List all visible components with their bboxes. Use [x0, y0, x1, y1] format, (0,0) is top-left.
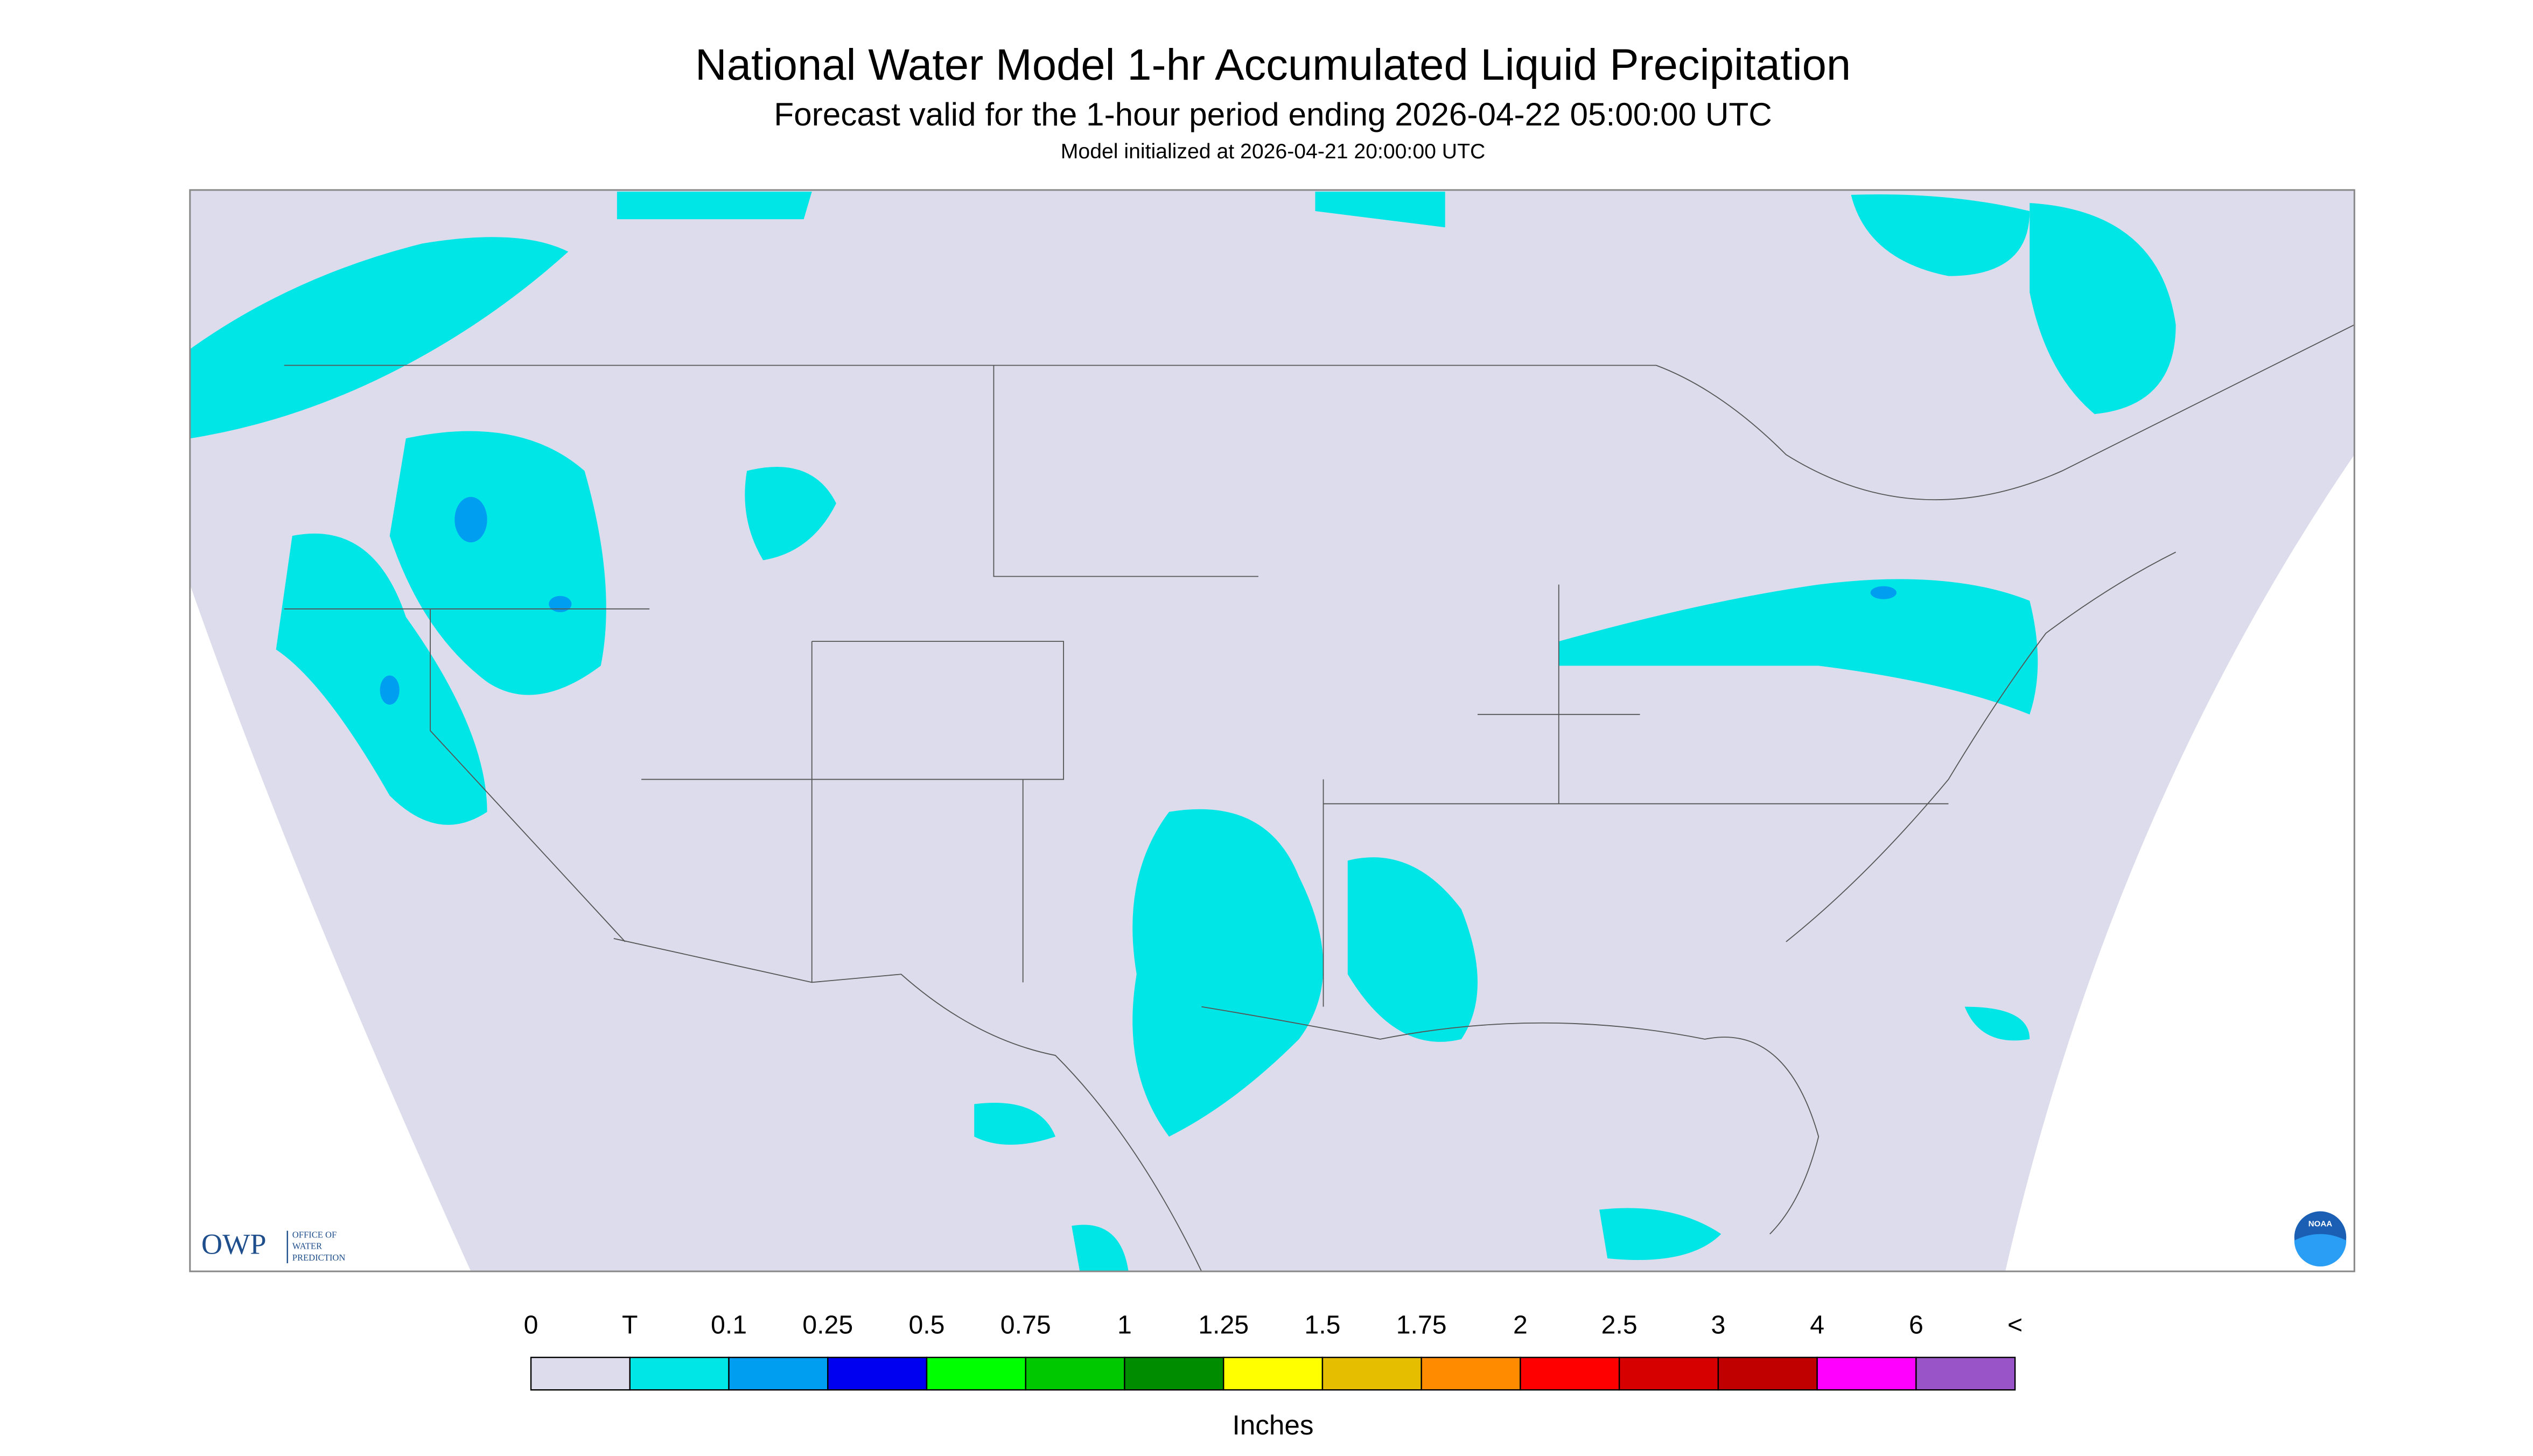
legend-label: 6 [1909, 1310, 1923, 1339]
legend-label: 2 [1513, 1310, 1528, 1339]
legend-label: T [622, 1310, 638, 1339]
legend-swatch [1915, 1356, 2016, 1391]
owp-text: WATER [292, 1241, 323, 1251]
legend-swatch [1222, 1356, 1324, 1391]
owp-text: OFFICE OF [292, 1230, 337, 1240]
legend-label: 0.5 [908, 1310, 944, 1339]
legend-label: 0 [524, 1310, 538, 1339]
legend-swatch [1025, 1356, 1125, 1391]
noaa-logo: NOAA [2294, 1211, 2347, 1267]
legend-label: 4 [1810, 1310, 1824, 1339]
subtitle: Forecast valid for the 1-hour period end… [774, 96, 1772, 132]
owp-logo: OWP OFFICE OF WATER PREDICTION [201, 1228, 346, 1264]
legend-label: 1.5 [1304, 1310, 1340, 1339]
legend-label: < [2007, 1310, 2023, 1339]
legend-swatch [1421, 1356, 1521, 1391]
legend-swatch [728, 1356, 829, 1391]
legend: 0 T 0.1 0.25 0.5 0.75 1 1.25 1.5 1.75 2 2.5 3 4 6 < [524, 1310, 2023, 1391]
owp-text: PREDICTION [292, 1252, 346, 1263]
precip-areas [190, 191, 2176, 1272]
map: OWP OFFICE OF WATER PREDICTION NOAA [189, 189, 2355, 1272]
model-domain [190, 190, 2355, 1272]
map-frame [189, 189, 2355, 1272]
init-time: Model initialized at 2026-04-21 20:00:00… [1061, 140, 1486, 163]
legend-label: 2.5 [1601, 1310, 1638, 1339]
legend-swatch [629, 1356, 730, 1391]
legend-swatch [1816, 1356, 1917, 1391]
noaa-text: NOAA [2308, 1220, 2332, 1229]
legend-swatch [926, 1356, 1026, 1391]
legend-swatch [1520, 1356, 1620, 1391]
legend-swatch [1618, 1356, 1719, 1391]
legend-label: 3 [1711, 1310, 1725, 1339]
legend-unit: Inches [1233, 1410, 1314, 1440]
legend-label: 1.75 [1396, 1310, 1447, 1339]
precip-areas-heavier [380, 496, 1897, 705]
legend-swatch [1124, 1356, 1224, 1391]
owp-mark: OWP [201, 1228, 267, 1260]
boundaries [284, 324, 2355, 1272]
legend-swatch [827, 1356, 928, 1391]
legend-swatch [1717, 1356, 1818, 1391]
legend-label: 0.75 [1000, 1310, 1051, 1339]
legend-label: 1.25 [1198, 1310, 1249, 1339]
title: National Water Model 1-hr Accumulated Li… [695, 40, 1851, 89]
legend-swatch [1321, 1356, 1422, 1391]
legend-label: 1 [1117, 1310, 1132, 1339]
legend-label: 0.1 [711, 1310, 747, 1339]
legend-swatch [530, 1356, 631, 1391]
legend-label: 0.25 [802, 1310, 853, 1339]
